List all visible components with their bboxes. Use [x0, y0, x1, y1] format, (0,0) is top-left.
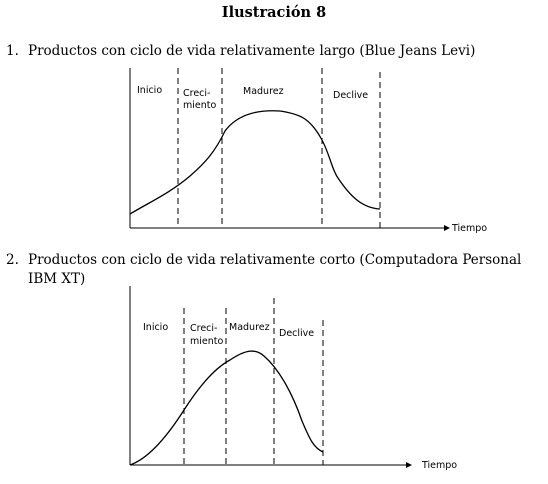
stage-labels-2: Inicio Creci- miento Madurez Declive Tie… — [143, 322, 457, 471]
stage-label-crecimiento-1a: Creci- — [183, 88, 210, 99]
item-2-caption: 2. Productos con ciclo de vida relativam… — [6, 251, 546, 291]
item-1-number: 1. — [6, 43, 19, 59]
sales-curve-2 — [129, 350, 324, 466]
illustration-title: Ilustración 8 — [221, 4, 327, 21]
stage-labels-1: Inicio Creci- miento Madurez Declive Tie… — [137, 85, 487, 234]
sales-curve-1 — [129, 110, 381, 215]
stage-label-crecimiento-1b: miento — [183, 100, 216, 111]
stage-label-inicio-1: Inicio — [137, 85, 162, 96]
item-1-text: Productos con ciclo de vida relativament… — [28, 43, 476, 59]
life-cycle-diagram-long — [129, 68, 450, 231]
x-axis-label-1: Tiempo — [451, 223, 487, 234]
x-axis-label-2: Tiempo — [421, 460, 457, 471]
item-2-text-line-2: IBM XT) — [28, 271, 86, 287]
stage-label-madurez-1: Madurez — [243, 86, 284, 97]
x-axis-arrow-1 — [444, 225, 450, 231]
item-2-number: 2. — [6, 252, 19, 268]
item-2-text-line-1: Productos con ciclo de vida relativament… — [28, 252, 522, 268]
stage-label-declive-2: Declive — [279, 328, 314, 339]
stage-label-madurez-2: Madurez — [229, 322, 270, 333]
stage-label-crecimiento-2b: miento — [190, 336, 223, 347]
stage-label-inicio-2: Inicio — [143, 322, 168, 333]
stage-label-crecimiento-2a: Creci- — [190, 323, 217, 334]
x-axis-arrow-2 — [406, 462, 412, 468]
life-cycle-diagram-short — [129, 286, 412, 468]
stage-label-declive-1: Declive — [333, 90, 368, 101]
